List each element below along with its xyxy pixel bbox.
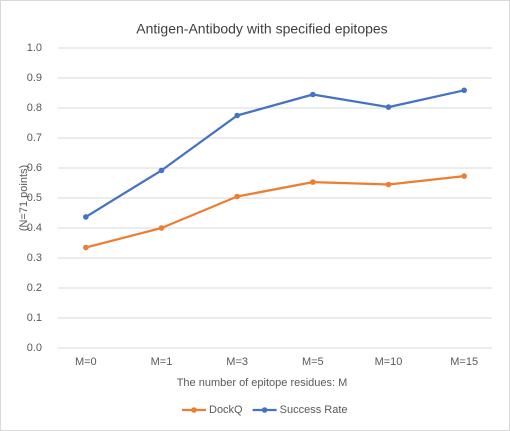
legend-marker [191, 407, 197, 413]
series-line [85, 174, 465, 249]
y-tick-label: 0.3 [27, 252, 42, 264]
point [158, 167, 165, 174]
x-tick-label: M=15 [450, 356, 478, 368]
legend-marker [261, 407, 268, 413]
legend-label: DockQ [209, 404, 243, 416]
y-tick-label: 0.1 [27, 312, 42, 324]
y-tick-label: 0.0 [27, 342, 42, 354]
legend-label: Success Rate [280, 404, 348, 416]
point [83, 244, 89, 251]
x-tick-label: M=1 [151, 356, 173, 368]
point [385, 181, 392, 188]
y-tick-label: 0.8 [27, 102, 42, 114]
x-tick-label: M=10 [375, 356, 403, 368]
point [310, 91, 316, 98]
y-tick-label: 0.5 [27, 192, 42, 204]
point [461, 87, 467, 94]
y-tick-label: 0.6 [27, 162, 42, 174]
series-line [85, 89, 465, 218]
point [83, 214, 89, 220]
point [234, 193, 240, 200]
y-axis-label: (N=71 points) [18, 165, 30, 231]
point [461, 173, 467, 179]
y-tick-label: 0.4 [27, 222, 42, 234]
x-tick-label: M=0 [75, 356, 97, 368]
y-tick-label: 0.2 [27, 282, 42, 294]
y-tick-label: 0.9 [27, 72, 42, 84]
point [385, 104, 392, 110]
x-axis-label: The number of epitope residues: M [177, 377, 348, 389]
point [158, 225, 165, 231]
x-tick-label: M=3 [226, 356, 248, 368]
point [234, 112, 240, 119]
x-tick-label: M=5 [302, 356, 324, 368]
y-tick-label: 0.7 [27, 132, 42, 144]
y-tick-label: 1.0 [27, 42, 42, 54]
point [310, 179, 316, 185]
chart-title: Antigen-Antibody with specified epitopes [136, 21, 387, 37]
